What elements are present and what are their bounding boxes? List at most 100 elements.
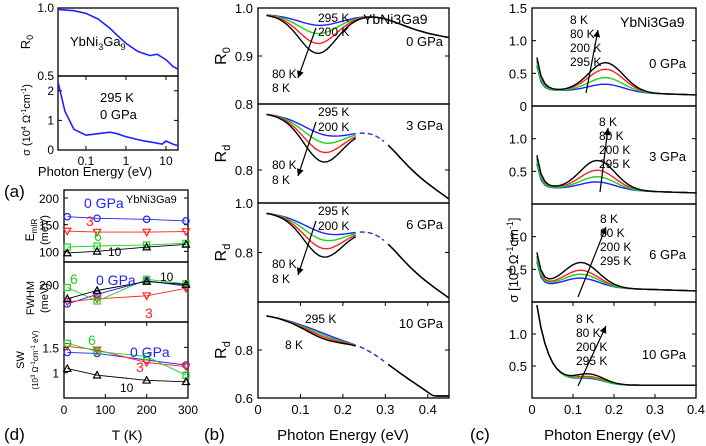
c-xtick-label-4: 0.4 [687, 402, 705, 417]
d-marker-1-2-1 [93, 297, 101, 305]
c-ytick-label-0-1: 0.5 [509, 66, 527, 81]
b-line-1-80k-hi [387, 144, 450, 200]
a-ylabel-top: R0 [18, 35, 35, 49]
c-line-3-200k [536, 305, 697, 386]
b-ylabel-2: Rd [213, 244, 233, 262]
d-marker-2-1-1 [92, 346, 102, 355]
c-ytick-label-2-1: 1.0 [509, 230, 527, 245]
c-temp-2-2: 200 K [600, 240, 631, 254]
b-pressure-3: 10 GPa [399, 316, 444, 331]
b-xtick-label-2: 0.2 [334, 402, 352, 417]
c-temp-0-1: 80 K [570, 27, 595, 41]
d-label-fwhm-6: 6 [70, 271, 78, 287]
a-bottom-frame [57, 75, 179, 151]
c-arrow-3 [577, 325, 607, 387]
d-line-1-3 [67, 281, 186, 300]
d-marker-0-3-2 [142, 242, 152, 251]
b-ytick-label-2-0: 0.8 [235, 246, 253, 261]
c-arrow-1 [599, 127, 609, 193]
b-line-3-8k-hi [387, 363, 449, 397]
d-marker-0-0-3 [182, 217, 190, 225]
c-ylabel: σ [104 Ω-1cm-1] [505, 217, 521, 302]
c-temp-3-1: 80 K [576, 326, 601, 340]
c-arrow-0 [585, 29, 599, 94]
c-line-0-8k [536, 57, 697, 96]
b-temp-upper-1-1: 200 K [318, 120, 349, 134]
b-line-2-80k-hi [387, 243, 450, 299]
d-title: YbNi3Ga9 [126, 194, 177, 206]
b-ytick-label-1-0: 0.8 [235, 163, 253, 178]
c-arrow-1-head [603, 128, 611, 136]
d-marker-1-3-1 [92, 285, 102, 294]
d-marker-0-3-0 [62, 248, 72, 257]
d-marker-2-2-0 [63, 339, 71, 347]
d-marker-1-3-3 [181, 279, 191, 288]
d-marker-2-2-1 [93, 347, 101, 355]
d-marker-1-1-0 [62, 298, 72, 307]
d-label-fwhm-3: 3 [145, 305, 153, 321]
b-temp-lower-2-0: 80 K [272, 257, 297, 271]
c-xtick-label-2: 0.2 [605, 402, 623, 417]
d-marker-2-1-3 [181, 363, 191, 372]
a-bot-ytick-label-0: 0 [47, 143, 54, 157]
d-ytick-label-0-2: 200 [39, 192, 59, 206]
c-title: YbNi3Ga9 [620, 14, 685, 30]
d-xtick-label-1: 100 [95, 403, 115, 417]
a-annotation-temp: 295 K [100, 90, 134, 105]
c-pressure-2: 6 GPa [649, 247, 687, 262]
b-xtick-label-3: 0.3 [376, 402, 394, 417]
b-temp-lower-2-1: 8 K [272, 272, 290, 286]
d-label-sw-3: 3 [136, 359, 144, 375]
c-temp-1-3: 295 K [599, 157, 630, 171]
b-title: YbNi3Ga9 [363, 11, 428, 27]
b-ytick-label-0-2: 1.0 [235, 1, 253, 16]
b-temp-upper-3-0: 295 K [305, 312, 336, 326]
d-marker-0-1-3 [181, 228, 191, 237]
d-ylabel-emir-unit: (meV) [39, 215, 51, 245]
d-marker-1-3-2 [142, 276, 152, 285]
b-line-3-8k [266, 315, 356, 347]
d-marker-0-2-2 [143, 241, 151, 249]
d-line-2-1 [67, 345, 186, 368]
c-line-1-8k [536, 155, 697, 194]
c-temp-0-2: 200 K [570, 41, 601, 55]
d-line-1-1 [67, 287, 186, 303]
a-top-ytick-label-1: 1.0 [37, 1, 54, 15]
b-pressure-0: 0 GPa [406, 34, 444, 49]
a-bottom-line-295k [57, 81, 179, 147]
d-marker-2-3-0 [62, 363, 72, 373]
c-ytick-label-1-1: 1.0 [509, 132, 527, 147]
d-label-fwhm-10: 10 [160, 270, 174, 284]
b-temp-lower-1-1: 8 K [272, 173, 290, 187]
b-dashed-2 [359, 231, 385, 242]
d-ytick-label-2-0: 1 [52, 367, 59, 381]
d-ylabel-emir: EmIR [23, 218, 39, 241]
d-line-0-1 [67, 230, 186, 233]
c-arrow-0-head [593, 30, 601, 38]
c-ytick-label-0-0: 0 [520, 99, 527, 114]
c-temp-0-3: 295 K [570, 55, 601, 69]
c-ytick-label-0-2: 1.0 [509, 34, 527, 49]
c-temp-2-0: 8 K [600, 212, 618, 226]
b-line-3-295k-hi [387, 363, 449, 397]
b-xtick-label-4: 0.4 [419, 402, 437, 417]
b-ylabel-1: Rd [213, 145, 233, 163]
b-pressure-2: 6 GPa [406, 217, 444, 232]
b-line-0-8k [266, 14, 450, 55]
b-line-1-80k [266, 113, 357, 154]
c-ytick-label-2-0: 0.5 [509, 262, 527, 277]
b-line-2-200k-hi [387, 243, 450, 299]
panel-label-c: (c) [470, 425, 490, 444]
b-ytick-label-2-1: 1.0 [235, 196, 253, 211]
d-line-0-0 [67, 216, 186, 222]
b-line-3-80k-hi [387, 363, 449, 397]
d-marker-0-2-1 [93, 242, 101, 250]
d-marker-0-1-1 [92, 228, 102, 237]
d-marker-0-1-0 [62, 227, 72, 236]
b-arrow-1-head [296, 168, 304, 176]
c-temp-1-2: 200 K [599, 143, 630, 157]
c-arrow-2-head [600, 227, 607, 235]
c-arrow-2 [577, 226, 607, 298]
a-xtick-label-1: 1 [123, 154, 130, 168]
a-xtick-label-0: 0.1 [78, 154, 95, 168]
